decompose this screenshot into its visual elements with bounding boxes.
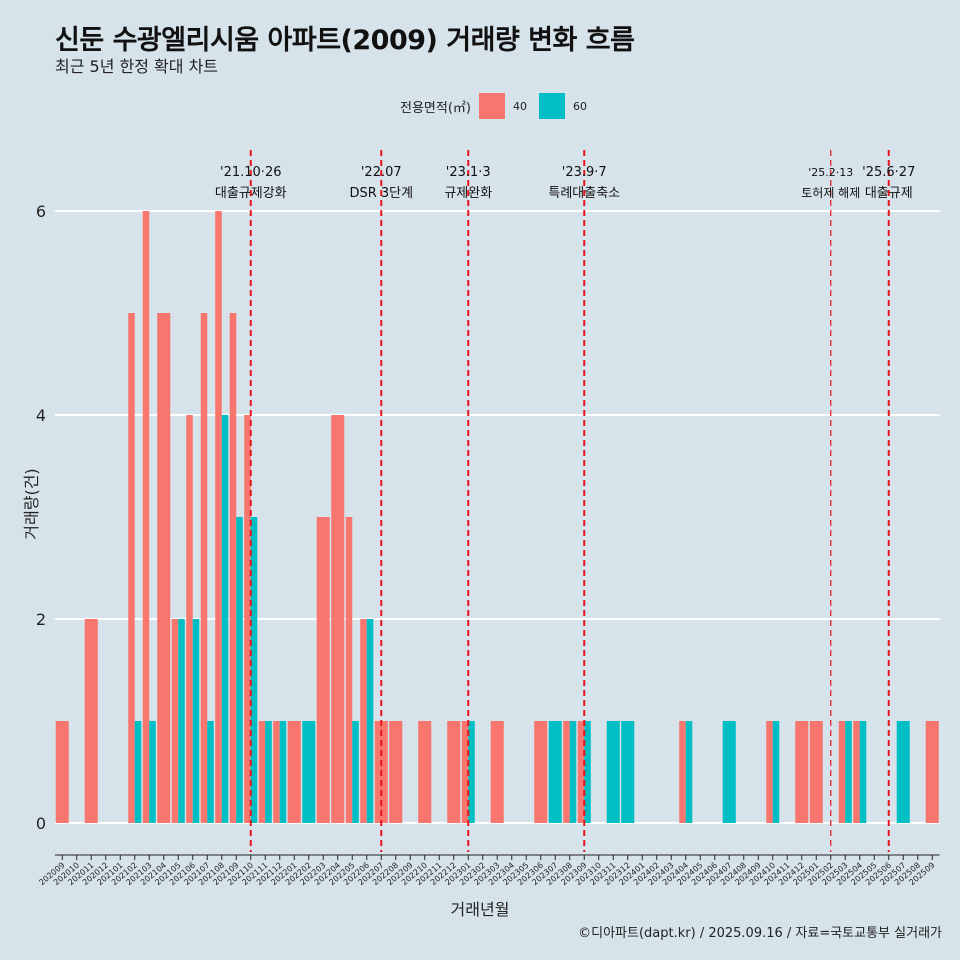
bar-60 [860,721,867,823]
bar-60 [207,721,214,823]
bar-40 [143,211,150,823]
event-desc-label: 규제완화 [444,186,492,201]
bar-60 [621,721,634,823]
bar-40 [85,619,98,823]
y-tick-label: 2 [36,610,46,629]
bar-40 [679,721,686,823]
bar-40 [447,721,460,823]
event-desc-label: 특례대출축소 [548,186,620,201]
bar-60 [236,517,243,823]
bar-40 [534,721,547,823]
y-tick-label: 6 [36,202,46,221]
bar-60 [367,619,374,823]
bar-60 [352,721,359,823]
bar-40 [186,415,193,823]
bar-40 [128,313,135,823]
bar-40 [926,721,939,823]
bar-60 [193,619,200,823]
bar-40 [201,313,208,823]
bar-60 [549,721,562,823]
event-desc-label: 대출규제 [865,186,913,201]
bar-60 [135,721,142,823]
bar-40 [157,313,170,823]
y-axis-label: 거래량(건) [18,464,42,544]
bar-40 [795,721,808,823]
bar-60 [149,721,156,823]
bar-60 [897,721,910,823]
event-desc-label: DSR 3단계 [349,186,413,201]
bar-60 [178,619,185,823]
bar-40 [259,721,266,823]
chart-root: 신둔 수광엘리시움 아파트(2009) 거래량 변화 흐름 최근 5년 한정 확… [0,0,960,960]
bar-60 [570,721,577,823]
event-desc-label: 토허제 해제 [801,186,860,200]
bar-40 [491,721,504,823]
y-tick-label: 4 [36,406,46,425]
bar-60 [302,721,315,823]
bar-40 [331,415,344,823]
bar-60 [845,721,852,823]
bar-40 [56,721,69,823]
bar-40 [215,211,222,823]
x-axis-label: 거래년월 [0,896,960,920]
event-date-label: '25.2·13 [808,166,853,179]
bar-40 [563,721,570,823]
bar-40 [360,619,367,823]
bar-chart: 0 2 4 6 '21.10·26 대출규제강화 '22.07 DSR 3단계 '23.1·3 규… [0,0,960,960]
bar-40 [389,721,402,823]
bar-60 [723,721,736,823]
bar-60 [265,721,272,823]
event-desc-label: 대출규제강화 [215,186,287,201]
event-date-label: '25.6·27 [862,165,915,180]
bar-60 [773,721,780,823]
bar-40 [418,721,431,823]
event-date-label: '21.10·26 [220,165,281,180]
bar-60 [222,415,229,823]
bar-40 [230,313,237,823]
bar-40 [288,721,301,823]
event-date-label: '23.1·3 [446,165,491,180]
bar-40 [839,721,846,823]
bar-40 [810,721,823,823]
bar-60 [607,721,620,823]
event-date-label: '23.9·7 [562,165,607,180]
bar-40 [273,721,280,823]
y-tick-label: 0 [36,814,46,833]
bar-40 [172,619,179,823]
event-date-label: '22.07 [361,165,402,180]
bar-60 [686,721,693,823]
source-caption: ©디아파트(dapt.kr) / 2025.09.16 / 자료=국토교통부 실… [578,922,942,941]
bar-60 [280,721,287,823]
bar-40 [853,721,860,823]
bar-40 [766,721,773,823]
bar-40 [346,517,353,823]
bar-40 [317,517,330,823]
